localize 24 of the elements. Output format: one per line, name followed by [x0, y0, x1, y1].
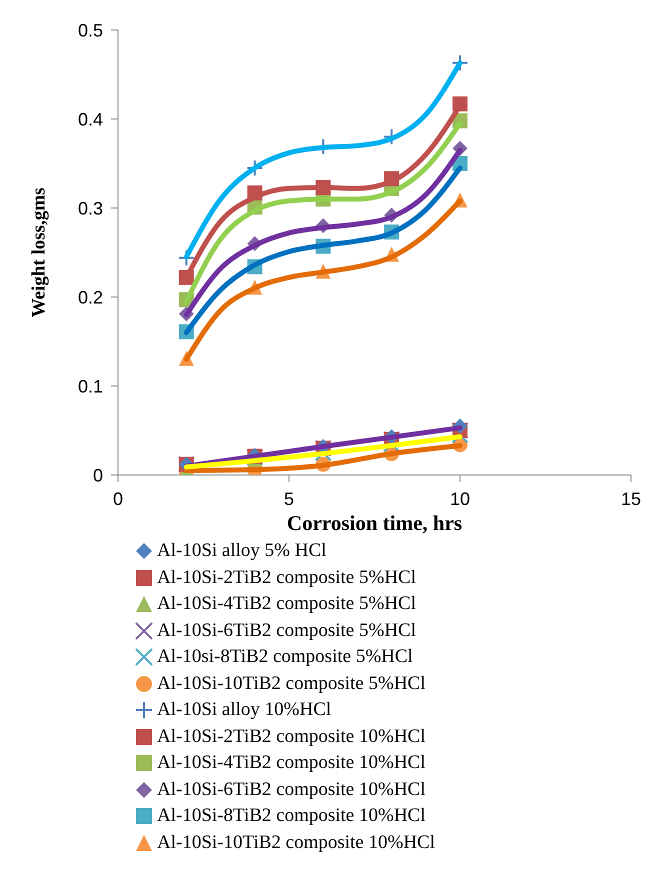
legend-label: Al-10Si-6TiB2 composite 10%HCl: [157, 778, 426, 802]
legend-label: Al-10Si alloy 10%HCl: [157, 698, 332, 722]
y-axis-title: Weight loss,gms: [28, 188, 50, 318]
legend-label: Al-10Si-2TiB2 composite 10%HCl: [157, 724, 426, 748]
x-tick-label: 10: [450, 488, 470, 509]
y-tick-label: 0.3: [78, 198, 103, 218]
legend-label: Al-10Si-4TiB2 composite 5%HCl: [157, 592, 416, 616]
x-tick-label: 5: [284, 488, 294, 509]
x-tick-label: 0: [112, 488, 124, 509]
legend-label: Al-10Si-10TiB2 composite 5%HCl: [157, 672, 426, 696]
legend-label: Al-10Si-4TiB2 composite 10%HCl: [157, 751, 426, 775]
y-tick-label: 0.1: [78, 376, 103, 396]
legend-label: Al-10Si alloy 5% HCl: [157, 539, 326, 563]
y-tick-label: 0: [92, 465, 103, 486]
x-axis-title: Corrosion time, hrs: [286, 511, 462, 535]
y-tick-label: 0.2: [78, 287, 103, 308]
legend-label: Al-10Si-8TiB2 composite 10%HCl: [157, 804, 426, 828]
legend-label: Al-10si-8TiB2 composite 5%HCl: [157, 645, 413, 669]
legend-label: Al-10Si-10TiB2 composite 10%HCl: [157, 830, 435, 854]
x-tick-label: 15: [620, 488, 642, 509]
y-tick-label: 0.5: [78, 20, 103, 40]
y-tick-label: 0.4: [78, 109, 103, 130]
legend-label: Al-10Si-6TiB2 composite 5%HCl: [157, 618, 416, 642]
legend-label: Al-10Si-2TiB2 composite 5%HCl: [157, 566, 416, 590]
